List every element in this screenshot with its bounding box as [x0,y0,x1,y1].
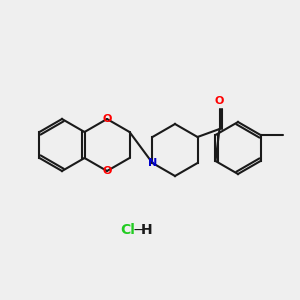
Text: H: H [141,223,153,237]
Text: O: O [102,114,112,124]
Text: O: O [215,96,224,106]
Text: N: N [148,158,157,168]
Text: O: O [102,166,112,176]
Text: Cl: Cl [121,223,135,237]
Text: −: − [132,223,144,237]
